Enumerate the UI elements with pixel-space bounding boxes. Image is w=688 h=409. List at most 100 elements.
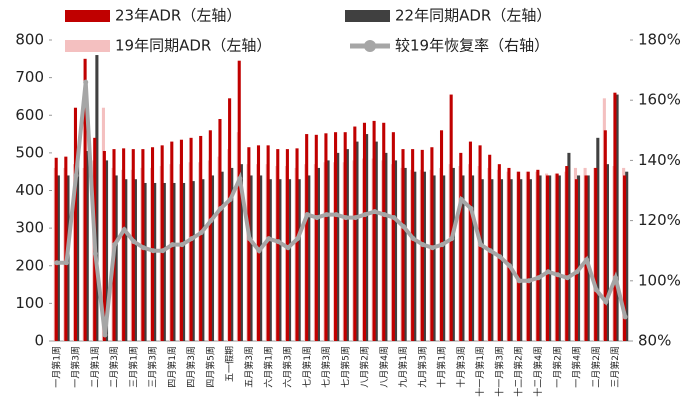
point: [73, 172, 79, 178]
point: [555, 272, 561, 278]
bar: [249, 175, 253, 341]
bar: [411, 149, 415, 341]
y2-tick-label: 100%: [638, 271, 681, 289]
point: [439, 242, 445, 248]
bar: [519, 179, 523, 341]
bar: [594, 167, 598, 341]
point: [613, 275, 619, 281]
bar: [353, 126, 357, 341]
bar: [507, 167, 511, 341]
bar: [228, 98, 232, 341]
bar: [268, 179, 272, 341]
bar: [95, 55, 99, 342]
bar: [372, 120, 376, 341]
bar: [548, 175, 552, 341]
point: [352, 215, 358, 221]
bar: [230, 167, 234, 341]
point: [497, 254, 503, 260]
point: [333, 212, 339, 218]
point: [314, 215, 320, 221]
point: [304, 212, 310, 218]
point: [362, 212, 368, 218]
bar: [324, 133, 328, 341]
point: [266, 236, 272, 242]
x-tick-label: 十月第1周: [436, 346, 448, 388]
point: [256, 248, 262, 254]
point: [507, 263, 513, 269]
legend-label: 22年同期ADR（左轴）: [395, 7, 551, 25]
x-tick-label: 七月第1周: [301, 346, 313, 388]
bar: [471, 175, 475, 341]
point: [622, 314, 628, 320]
point: [603, 299, 609, 305]
point: [535, 275, 541, 281]
bar: [259, 175, 263, 341]
x-tick-label: 一月第3周: [70, 346, 82, 388]
bar: [480, 179, 484, 341]
bar: [54, 157, 58, 341]
bar: [517, 171, 521, 341]
bar: [567, 152, 571, 341]
x-tick-label: 四月第3周: [185, 346, 197, 388]
x-tick-label: 九月第3周: [416, 346, 428, 388]
bar: [391, 132, 395, 341]
y-tick-label: 400: [15, 181, 44, 199]
bar: [393, 160, 398, 341]
x-tick-label: 二月第3周: [108, 346, 120, 388]
x-tick-label: 九月第1周: [397, 346, 409, 388]
x-tick-label: 十一月第3周: [493, 346, 505, 397]
bar: [623, 175, 627, 341]
bar: [278, 179, 282, 341]
point: [189, 236, 195, 242]
bar: [603, 130, 607, 341]
bar: [218, 119, 222, 341]
bar: [526, 171, 530, 341]
bar: [64, 156, 68, 341]
legend-label: 较19年恢复率（右轴）: [395, 37, 549, 55]
bar: [160, 145, 164, 341]
bar: [401, 149, 405, 341]
bar: [114, 175, 118, 341]
point: [372, 209, 378, 215]
bar: [432, 175, 436, 341]
x-tick-label: 八月第4周: [378, 346, 390, 388]
bar: [490, 179, 494, 341]
x-tick-label: 八月第2周: [359, 346, 371, 388]
bar: [596, 137, 600, 341]
bar: [102, 150, 106, 341]
point: [458, 197, 464, 203]
bar: [295, 148, 299, 341]
x-tick-label: 七月第5周: [339, 346, 351, 388]
legend-swatch: [364, 40, 376, 52]
point: [449, 236, 455, 242]
x-tick-label: 五月第3周: [243, 346, 255, 388]
point: [102, 332, 108, 338]
x-tick-label: 五一假期: [225, 346, 236, 382]
bar: [76, 152, 80, 341]
bar: [143, 182, 147, 341]
point: [54, 260, 60, 266]
bar: [384, 152, 388, 341]
bar: [170, 141, 174, 341]
bar: [362, 122, 367, 342]
point: [295, 236, 301, 242]
bar: [297, 179, 301, 341]
bar: [124, 179, 128, 341]
bar: [577, 175, 581, 341]
y2-tick-label: 80%: [638, 332, 671, 350]
bar: [382, 122, 386, 342]
bar: [56, 175, 60, 341]
bar: [403, 167, 407, 341]
point: [141, 245, 147, 251]
bar: [336, 152, 340, 341]
point: [150, 248, 156, 254]
point: [246, 236, 252, 242]
x-tick-label: 六月第3周: [282, 346, 294, 388]
y2-tick-label: 180%: [638, 31, 681, 49]
legend-swatch: [65, 10, 110, 22]
bar: [307, 175, 311, 341]
bar: [365, 134, 369, 341]
y2-tick-label: 160%: [638, 91, 681, 109]
bar: [442, 175, 446, 341]
